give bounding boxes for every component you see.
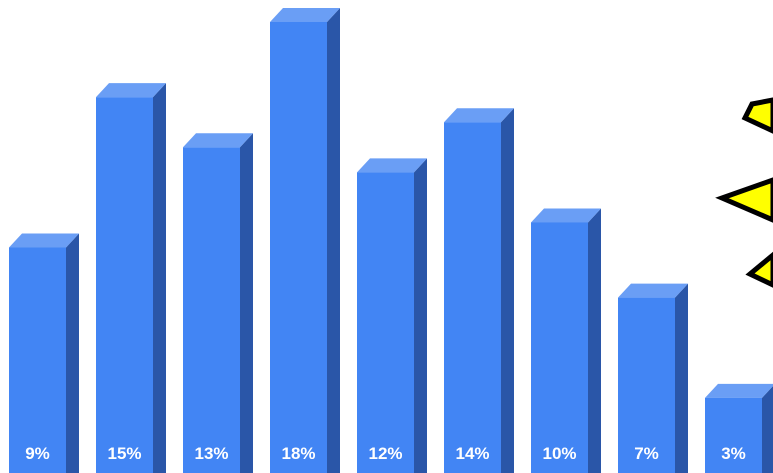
bars-group	[9, 8, 773, 473]
bar-label-1: 9%	[25, 444, 50, 463]
bar-front	[270, 22, 327, 473]
bar-side	[501, 108, 514, 473]
bar-label-8: 7%	[634, 444, 659, 463]
arrow-upper-icon	[741, 97, 773, 134]
bar-1	[9, 233, 79, 473]
bar-top	[618, 283, 688, 298]
bar-side	[66, 233, 79, 473]
bar-side	[762, 385, 773, 473]
bar-label-6: 14%	[455, 444, 489, 463]
bar-side	[327, 8, 340, 473]
bar-front	[444, 122, 501, 473]
bar-front	[531, 222, 588, 473]
bar-labels-group: 9% 15% 13% 18% 12% 14% 10% 7% 3%	[25, 444, 746, 463]
bar-top	[444, 108, 514, 123]
arrows-group	[715, 97, 773, 288]
bar-8	[618, 283, 688, 473]
bar-5	[357, 158, 427, 473]
bar-top	[357, 158, 427, 173]
bar-front	[9, 247, 66, 473]
bar-side	[153, 83, 166, 473]
bar-4	[270, 8, 340, 473]
bar-label-2: 15%	[107, 444, 141, 463]
bar-front	[357, 172, 414, 473]
bar-side	[414, 158, 427, 473]
bar-front	[96, 97, 153, 473]
arrow-lower-icon	[745, 251, 773, 288]
bar-9	[705, 383, 773, 473]
bar-top	[705, 383, 773, 398]
bar-top	[183, 133, 253, 148]
bar-front	[705, 397, 762, 473]
bar-label-5: 12%	[368, 444, 402, 463]
bar-label-3: 13%	[194, 444, 228, 463]
arrow-middle-icon	[715, 177, 773, 223]
bar-2	[96, 83, 166, 473]
bar-label-7: 10%	[542, 444, 576, 463]
bar-6	[444, 108, 514, 473]
bar-top	[9, 233, 79, 248]
bar-label-4: 18%	[281, 444, 315, 463]
bar-side	[675, 283, 688, 473]
bar-top	[531, 208, 601, 223]
bar-label-9: 3%	[721, 444, 746, 463]
bar-top	[96, 83, 166, 98]
bar-front	[618, 297, 675, 473]
bar-7	[531, 208, 601, 473]
bar-side	[588, 208, 601, 473]
bar-front	[183, 147, 240, 473]
bar-top	[270, 8, 340, 22]
bar-side	[240, 133, 253, 473]
bar-3	[183, 133, 253, 473]
